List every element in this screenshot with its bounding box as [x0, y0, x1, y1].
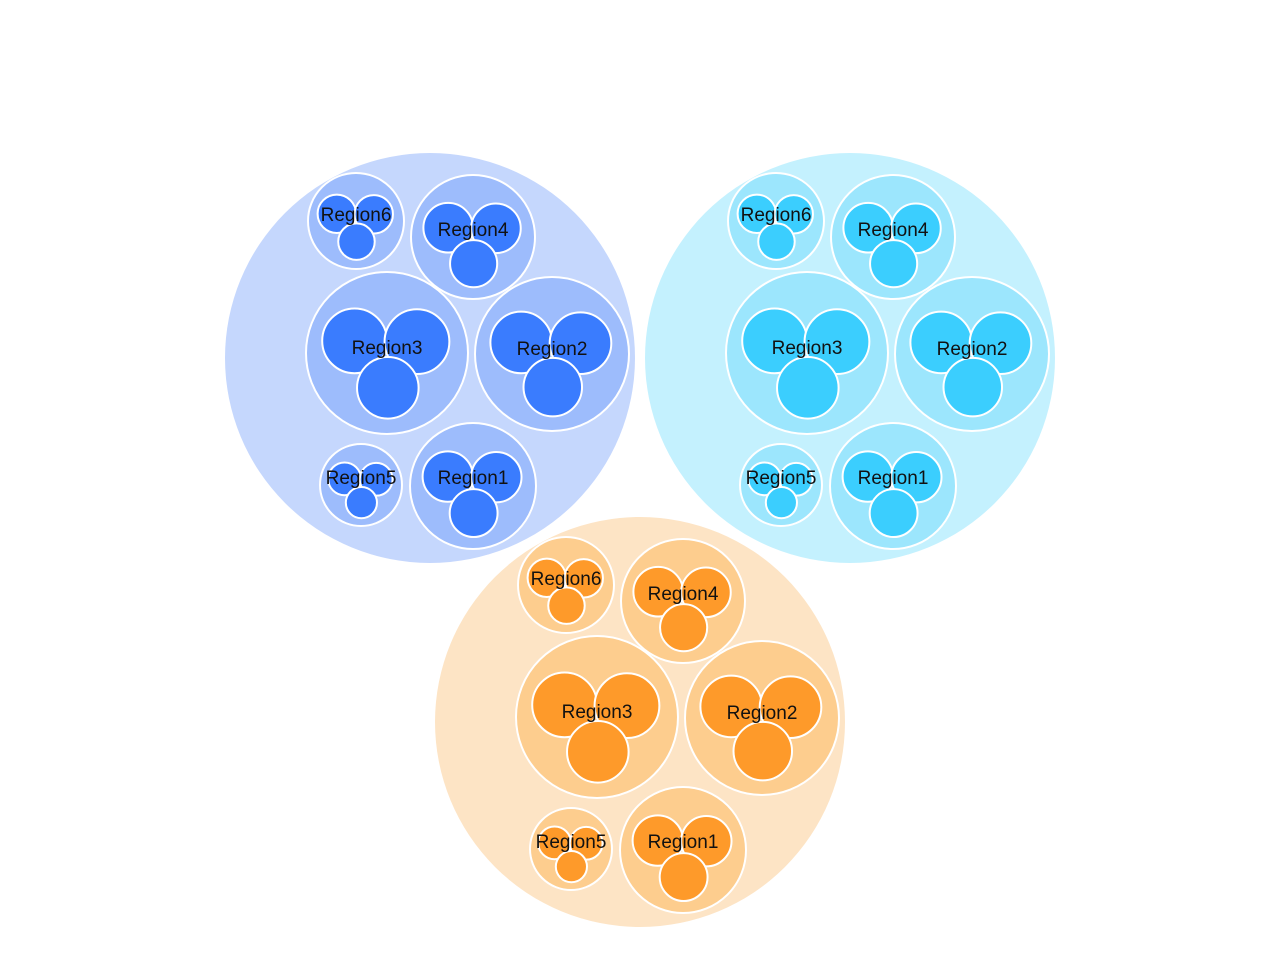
leaf-circle [548, 311, 613, 376]
region-label: Region5 [746, 468, 817, 489]
leaf-circle [680, 566, 732, 619]
leaf-circle [337, 222, 376, 261]
region-node: Region1 [409, 422, 537, 550]
leaf-circle [869, 239, 919, 289]
cluster-group: Region6 Region4 Region3 Region2 Region5 Regio… [225, 153, 635, 563]
leaf-circle [658, 852, 709, 903]
leaf-circle [764, 486, 798, 520]
groups-layer: Region6 Region4 Region3 Region2 Region5 Regio… [225, 153, 1055, 927]
leaf-circle [890, 450, 943, 504]
region-node: Region3 [305, 271, 469, 435]
leaf-circle [968, 311, 1033, 376]
region-node: Region1 [829, 422, 957, 550]
region-label: Region2 [937, 339, 1008, 360]
leaf-circle [868, 488, 919, 539]
region-label: Region4 [438, 220, 509, 241]
leaf-circle [448, 488, 499, 539]
region-label: Region6 [741, 205, 812, 226]
region-label: Region4 [648, 584, 719, 605]
region-label: Region6 [321, 205, 392, 226]
region-label: Region3 [772, 338, 843, 359]
leaf-circle [356, 356, 420, 420]
leaf-circle [566, 720, 630, 784]
leaf-circle [776, 356, 840, 420]
region-node: Region5 [739, 443, 823, 527]
leaf-circle [344, 486, 378, 520]
leaf-circle [890, 202, 942, 255]
leaf-circle [449, 239, 499, 289]
region-label: Region2 [727, 703, 798, 724]
leaf-circle [758, 675, 823, 740]
region-node: Region2 [684, 640, 840, 796]
region-node: Region3 [725, 271, 889, 435]
region-node: Region6 [307, 172, 405, 270]
region-node: Region2 [474, 276, 630, 432]
region-label: Region2 [517, 339, 588, 360]
leaf-circle [757, 222, 796, 261]
region-label: Region4 [858, 220, 929, 241]
region-node: Region4 [410, 174, 536, 300]
region-node: Region5 [529, 807, 613, 891]
leaf-circle [470, 450, 523, 504]
region-node: Region4 [830, 174, 956, 300]
region-label: Region3 [562, 702, 633, 723]
leaf-circle [547, 586, 586, 625]
region-node: Region3 [515, 635, 679, 799]
region-node: Region5 [319, 443, 403, 527]
leaf-circle [522, 356, 584, 418]
leaf-circle [593, 672, 661, 740]
region-node: Region6 [517, 536, 615, 634]
leaf-circle [680, 814, 733, 868]
cluster-group: Region6 Region4 Region3 Region2 Region5 Regio… [645, 153, 1055, 563]
leaf-circle [803, 308, 871, 376]
region-label: Region1 [438, 468, 509, 489]
leaf-circle [554, 850, 588, 884]
region-label: Region5 [536, 832, 607, 853]
region-label: Region6 [531, 569, 602, 590]
region-label: Region5 [326, 468, 397, 489]
cluster-group: Region6 Region4 Region3 Region2 Region5 Regio… [435, 517, 845, 927]
region-label: Region1 [648, 832, 719, 853]
leaf-circle [942, 356, 1004, 418]
region-node: Region6 [727, 172, 825, 270]
region-label: Region3 [352, 338, 423, 359]
leaf-circle [732, 720, 794, 782]
region-node: Region2 [894, 276, 1050, 432]
leaf-circle [470, 202, 522, 255]
leaf-circle [383, 308, 451, 376]
leaf-circle [659, 603, 709, 653]
region-label: Region1 [858, 468, 929, 489]
region-node: Region4 [620, 538, 746, 664]
region-node: Region1 [619, 786, 747, 914]
